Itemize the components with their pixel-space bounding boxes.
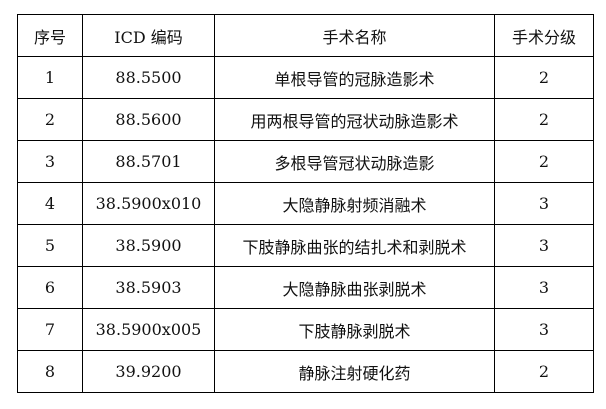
cell-index: 7 [17, 308, 83, 351]
table-row: 8 39.9200 静脉注射硬化药 2 [17, 350, 594, 393]
cell-surgery-level: 3 [494, 308, 594, 351]
cell-surgery-name: 单根导管的冠脉造影术 [214, 56, 495, 99]
cell-surgery-name: 大隐静脉射频消融术 [214, 182, 495, 225]
table-row: 6 38.5903 大隐静脉曲张剥脱术 3 [17, 266, 594, 309]
cell-surgery-level: 3 [494, 266, 594, 309]
cell-surgery-name: 用两根导管的冠状动脉造影术 [214, 98, 495, 141]
cell-surgery-level: 2 [494, 350, 594, 393]
table-row: 1 88.5500 单根导管的冠脉造影术 2 [17, 56, 594, 99]
table-row: 4 38.5900x010 大隐静脉射频消融术 3 [17, 182, 594, 225]
cell-surgery-name: 多根导管冠状动脉造影 [214, 140, 495, 183]
table-row: 5 38.5900 下肢静脉曲张的结扎术和剥脱术 3 [17, 224, 594, 267]
cell-index: 8 [17, 350, 83, 393]
cell-index: 1 [17, 56, 83, 99]
surgery-table: 序号 ICD 编码 手术名称 手术分级 1 88.5500 单根导管的冠脉造影术 2 2… [17, 14, 594, 393]
header-surgery-name: 手术名称 [214, 14, 495, 57]
cell-icd-code: 39.9200 [82, 350, 215, 393]
cell-surgery-level: 3 [494, 224, 594, 267]
cell-index: 6 [17, 266, 83, 309]
cell-surgery-name: 静脉注射硬化药 [214, 350, 495, 393]
cell-index: 3 [17, 140, 83, 183]
cell-surgery-level: 3 [494, 182, 594, 225]
cell-icd-code: 38.5900x010 [82, 182, 215, 225]
cell-icd-code: 38.5903 [82, 266, 215, 309]
cell-icd-code: 88.5701 [82, 140, 215, 183]
cell-icd-code: 38.5900 [82, 224, 215, 267]
header-icd-code: ICD 编码 [82, 14, 215, 57]
header-index: 序号 [17, 14, 83, 57]
cell-icd-code: 88.5600 [82, 98, 215, 141]
cell-index: 2 [17, 98, 83, 141]
table-row: 7 38.5900x005 下肢静脉剥脱术 3 [17, 308, 594, 351]
cell-surgery-level: 2 [494, 140, 594, 183]
cell-icd-code: 38.5900x005 [82, 308, 215, 351]
cell-surgery-name: 下肢静脉剥脱术 [214, 308, 495, 351]
cell-surgery-level: 2 [494, 56, 594, 99]
table-row: 2 88.5600 用两根导管的冠状动脉造影术 2 [17, 98, 594, 141]
table-row: 3 88.5701 多根导管冠状动脉造影 2 [17, 140, 594, 183]
cell-surgery-level: 2 [494, 98, 594, 141]
cell-icd-code: 88.5500 [82, 56, 215, 99]
cell-surgery-name: 下肢静脉曲张的结扎术和剥脱术 [214, 224, 495, 267]
cell-index: 5 [17, 224, 83, 267]
cell-surgery-name: 大隐静脉曲张剥脱术 [214, 266, 495, 309]
header-surgery-level: 手术分级 [494, 14, 594, 57]
cell-index: 4 [17, 182, 83, 225]
header-row: 序号 ICD 编码 手术名称 手术分级 [17, 14, 594, 57]
